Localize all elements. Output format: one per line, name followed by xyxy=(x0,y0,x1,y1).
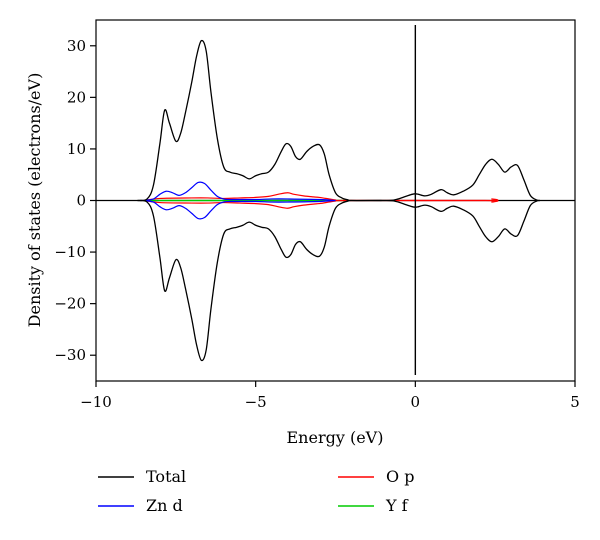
y-tick-label: −30 xyxy=(54,346,86,364)
series-total-spin-up xyxy=(137,39,540,202)
x-tick-label: −5 xyxy=(245,393,267,411)
y-tick-label: 30 xyxy=(67,37,86,55)
legend-label-total: Total xyxy=(146,467,186,486)
x-tick-label: −10 xyxy=(80,393,112,411)
x-axis-label: Energy (eV) xyxy=(287,428,384,447)
y-tick-label: −10 xyxy=(54,243,86,261)
series-layer xyxy=(96,39,575,362)
y-tick-label: 20 xyxy=(67,88,86,106)
legend-label-y-f: Y f xyxy=(385,496,409,515)
series-total-spin-down xyxy=(137,199,540,362)
axis-ticks: −10 −5 0 5 −30 −20 −10 0 10 20 30 xyxy=(54,37,579,411)
legend: Total Zn d O p Y f xyxy=(98,467,414,515)
legend-label-o-p: O p xyxy=(386,467,414,486)
x-tick-label: 0 xyxy=(411,393,421,411)
series-zn-d-spin-down xyxy=(143,199,336,220)
legend-label-zn-d: Zn d xyxy=(146,496,183,515)
y-axis-label: Density of states (electrons/eV) xyxy=(25,73,44,328)
y-tick-label: −20 xyxy=(54,295,86,313)
series-zn-d-spin-up xyxy=(143,181,336,202)
y-tick-label: 10 xyxy=(67,140,86,158)
x-tick-label: 5 xyxy=(570,393,580,411)
y-tick-label: 0 xyxy=(76,192,86,210)
